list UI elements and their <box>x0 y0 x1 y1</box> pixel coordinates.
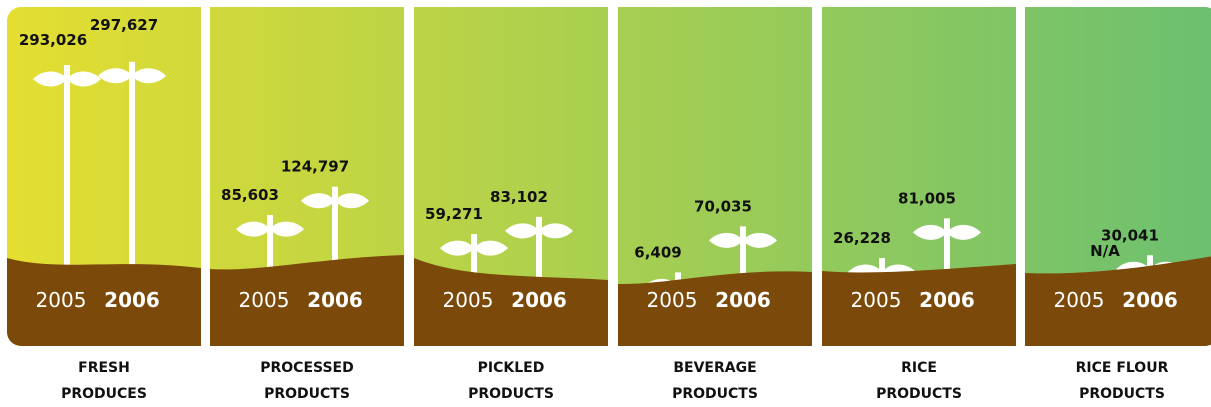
year-label-2005: 2005 <box>647 288 698 312</box>
value-label: 85,603 <box>221 186 279 204</box>
category-label-line1: RICE FLOUR <box>1076 360 1169 376</box>
plant-stem-bar <box>471 234 477 300</box>
leaf-shape <box>743 232 777 248</box>
category-label-line1: RICE <box>901 360 937 376</box>
value-label: 59,271 <box>425 205 483 223</box>
value-label: 81,005 <box>898 189 956 207</box>
plant-stem-bar <box>536 216 542 300</box>
value-label: 297,627 <box>90 16 158 34</box>
year-label-2005: 2005 <box>851 288 902 312</box>
leaf-shape <box>709 232 743 248</box>
category-label-line2: PRODUCES <box>61 386 147 402</box>
category-panel: 2005 2006 26,228 81,005 <box>822 7 1016 346</box>
value-label: 70,035 <box>694 197 752 215</box>
category-panel: 2005 2006 N/A30,041 <box>1025 7 1211 346</box>
leaf-shape <box>33 71 67 87</box>
year-label-2005: 2005 <box>1054 288 1105 312</box>
leaf-shape <box>947 224 981 240</box>
soil-ground <box>618 271 812 346</box>
plant-stem-bar <box>944 218 950 300</box>
soil-ground <box>414 258 608 346</box>
plant-stem-bar <box>740 226 746 300</box>
category-label-line1: FRESH <box>78 360 130 376</box>
plant-stem-bar <box>64 65 70 300</box>
category-label-line2: PRODUCTS <box>1079 386 1165 402</box>
soil-ground <box>7 258 201 346</box>
category-panel: 2005 2006 59,271 83,102 <box>414 7 608 346</box>
value-label: N/A <box>1090 242 1120 260</box>
value-label: 124,797 <box>281 158 349 176</box>
leaf-shape <box>335 193 369 209</box>
leaf-shape <box>132 68 166 84</box>
value-label: 6,409 <box>634 243 681 261</box>
category-panel: 2005 2006 6,409 70,035 <box>618 7 812 346</box>
leaf-shape <box>67 71 101 87</box>
plant-stem-bar <box>129 61 135 301</box>
value-label: 30,041 <box>1101 226 1159 244</box>
category-label-line2: PRODUCTS <box>264 386 350 402</box>
value-label: 83,102 <box>490 188 548 206</box>
leaf-shape <box>270 221 304 237</box>
year-label-2006: 2006 <box>104 288 160 312</box>
category-label-line2: PRODUCTS <box>468 386 554 402</box>
soil-ground <box>210 255 404 346</box>
leaf-shape <box>539 223 573 239</box>
plant-stem-bar <box>332 186 338 300</box>
leaf-shape <box>236 221 270 237</box>
leaf-shape <box>474 240 508 256</box>
leaf-shape <box>301 193 335 209</box>
year-label-2005: 2005 <box>36 288 87 312</box>
value-label: 293,026 <box>19 31 87 49</box>
leaf-shape <box>98 68 132 84</box>
plant-stem-bar <box>267 215 273 300</box>
value-label: 26,228 <box>833 229 891 247</box>
year-label-2005: 2005 <box>443 288 494 312</box>
year-label-2005: 2005 <box>239 288 290 312</box>
category-label-line1: PROCESSED <box>260 360 354 376</box>
year-label-2006: 2006 <box>919 288 975 312</box>
category-label-line2: PRODUCTS <box>672 386 758 402</box>
soil-ground <box>1025 255 1211 346</box>
year-label-2006: 2006 <box>1122 288 1178 312</box>
category-label-line1: BEVERAGE <box>673 360 756 376</box>
leaf-shape <box>505 223 539 239</box>
year-label-2006: 2006 <box>715 288 771 312</box>
year-label-2006: 2006 <box>307 288 363 312</box>
leaf-shape <box>913 224 947 240</box>
year-label-2006: 2006 <box>511 288 567 312</box>
soil-ground <box>822 264 1016 346</box>
category-label-line1: PICKLED <box>478 360 545 376</box>
leaf-shape <box>440 240 474 256</box>
category-label-line2: PRODUCTS <box>876 386 962 402</box>
